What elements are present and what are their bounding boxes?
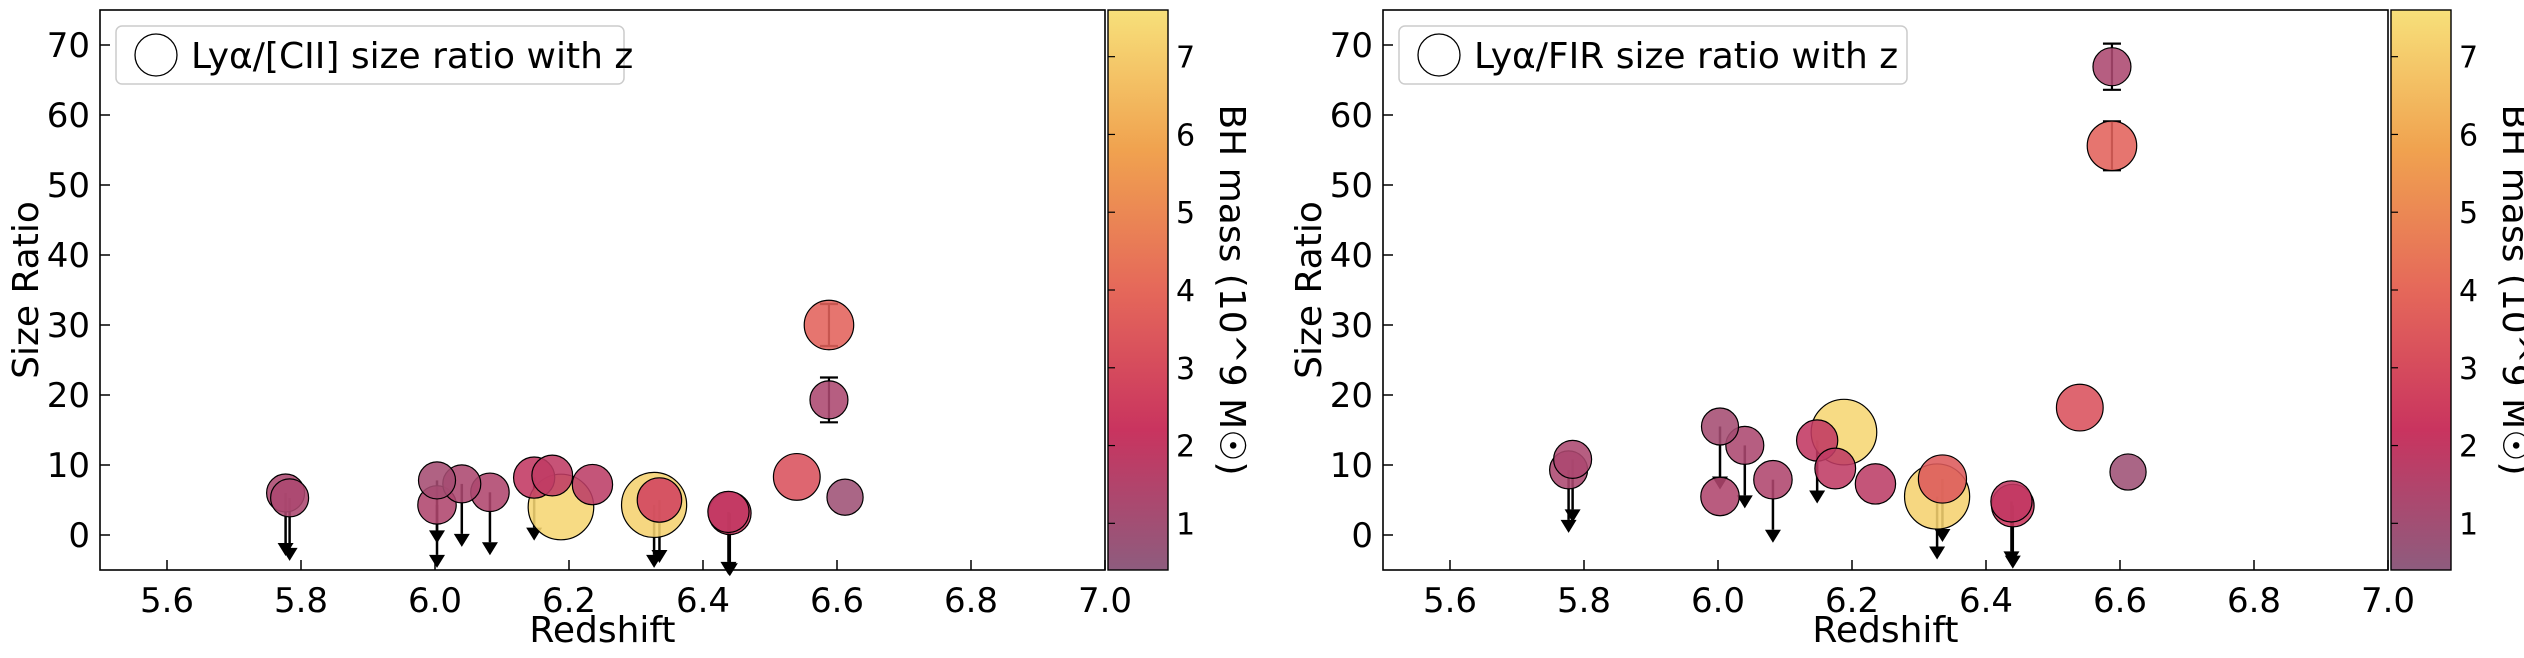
data-point [2092,47,2132,87]
colorbar-tick-label: 7 [2459,41,2478,76]
upper-limit-arrowhead [1764,529,1781,543]
upper-limit-arrowhead [2004,555,2021,569]
upper-limit-arrowhead [281,547,298,561]
data-point [636,477,683,523]
colorbar-tick-label: 3 [1176,352,1195,387]
data-point [809,380,849,420]
x-tick-label: 6.0 [408,581,462,621]
upper-limit-arrowhead [429,554,446,568]
data-point [1553,439,1593,479]
y-tick-label: 60 [47,96,90,136]
y-tick-label: 40 [47,236,90,276]
upper-limit-arrowhead [721,563,738,577]
data-point [2109,453,2147,491]
colorbar-tick-label: 1 [1176,507,1195,542]
upper-limit-arrowhead [651,550,668,563]
x-tick-label: 5.8 [1557,581,1611,621]
colorbar-title: BH mass (10^9 M☉) [2494,104,2524,475]
x-tick-label: 6.0 [1691,581,1745,621]
y-tick-label: 10 [1330,446,1373,486]
colorbar-tick-label: 6 [2459,118,2478,153]
y-tick-label: 0 [68,516,90,556]
colorbar-tick-label: 7 [1176,41,1195,76]
data-point [1753,459,1793,500]
colorbar-tick-label: 5 [2459,196,2478,231]
data-point [1917,454,1968,504]
x-tick-label: 7.0 [1078,581,1132,621]
colorbar-tick-label: 3 [2459,352,2478,387]
y-tick-label: 20 [1330,376,1373,416]
colorbar [1107,9,1169,571]
x-axis-title: Redshift [529,610,675,651]
data-point [2055,383,2104,432]
data-point [803,299,855,351]
colorbar-tick-label: 5 [1176,196,1195,231]
legend-box [115,25,625,85]
data-point [1990,480,2033,523]
upper-limit-arrowhead [1809,490,1826,504]
colorbar-title: BH mass (10^9 M☉) [1211,104,1252,475]
data-point [1814,447,1857,490]
upper-limit-arrowhead [1929,546,1946,560]
data-point [2086,120,2138,172]
scatter-panel-1: 5.6 5.8 6.0 6.2 6.4 6.6 6.8 7.0 0 10 20 30 40 50 60 70 R… [6,9,1252,651]
data-point [270,478,310,518]
colorbar [2390,9,2452,571]
data-point [826,478,864,516]
x-tick-label: 6.8 [944,581,998,621]
data-point [1700,476,1740,517]
y-tick-label: 40 [1330,236,1373,276]
y-tick-label: 70 [47,26,90,66]
legend-box [1398,25,1908,85]
x-axis-title: Redshift [1812,610,1958,651]
x-tick-label: 7.0 [2361,581,2415,621]
x-tick-label: 6.4 [676,581,730,621]
x-tick-label: 6.8 [2227,581,2281,621]
legend-label: Lyα/FIR size ratio with z [1474,36,1898,77]
y-tick-label: 50 [1330,166,1373,206]
x-tick-label: 6.6 [2093,581,2147,621]
legend-marker [1417,33,1461,77]
colorbar-tick-label: 4 [1176,274,1195,309]
colorbar-tick-label: 4 [2459,274,2478,309]
x-tick-label: 5.8 [274,581,328,621]
y-tick-label: 30 [47,306,90,346]
data-point [417,461,457,500]
x-tick-label: 5.6 [1423,581,1477,621]
y-tick-label: 60 [1330,96,1373,136]
y-tick-label: 70 [1330,26,1373,66]
legend-marker [134,33,178,77]
data-point [1700,407,1740,446]
colorbar-tick-label: 1 [2459,507,2478,542]
colorbar-tick-label: 2 [2459,430,2478,465]
x-tick-label: 6.2 [542,581,596,621]
y-tick-label: 50 [47,166,90,206]
upper-limit-arrowhead [1934,529,1951,542]
x-tick-label: 6.4 [1959,581,2013,621]
upper-limit-arrowhead [1560,519,1577,533]
data-point [707,490,750,534]
y-tick-label: 20 [47,376,90,416]
data-point [772,452,821,501]
data-point [1854,463,1897,505]
y-axis-title: Size Ratio [1289,201,1330,379]
scatter-panel-2: 5.6 5.8 6.0 6.2 6.4 6.6 6.8 7.0 0 10 20 30 40 50 60 70 R… [1289,9,2524,651]
upper-limit-arrowhead [1736,495,1753,509]
colorbar-tick-label: 2 [1176,430,1195,465]
x-tick-label: 6.2 [1825,581,1879,621]
y-tick-label: 30 [1330,306,1373,346]
legend-label: Lyα/[CII] size ratio with z [191,36,633,77]
x-tick-label: 5.6 [140,581,194,621]
y-tick-label: 10 [47,446,90,486]
upper-limit-arrowhead [1564,509,1581,523]
x-tick-label: 6.6 [810,581,864,621]
data-point [531,454,574,497]
colorbar-tick-label: 6 [1176,118,1195,153]
y-axis-title: Size Ratio [6,201,47,379]
y-tick-label: 0 [1351,516,1373,556]
upper-limit-arrowhead [481,542,498,556]
upper-limit-arrowhead [453,533,470,547]
data-point [571,463,614,506]
